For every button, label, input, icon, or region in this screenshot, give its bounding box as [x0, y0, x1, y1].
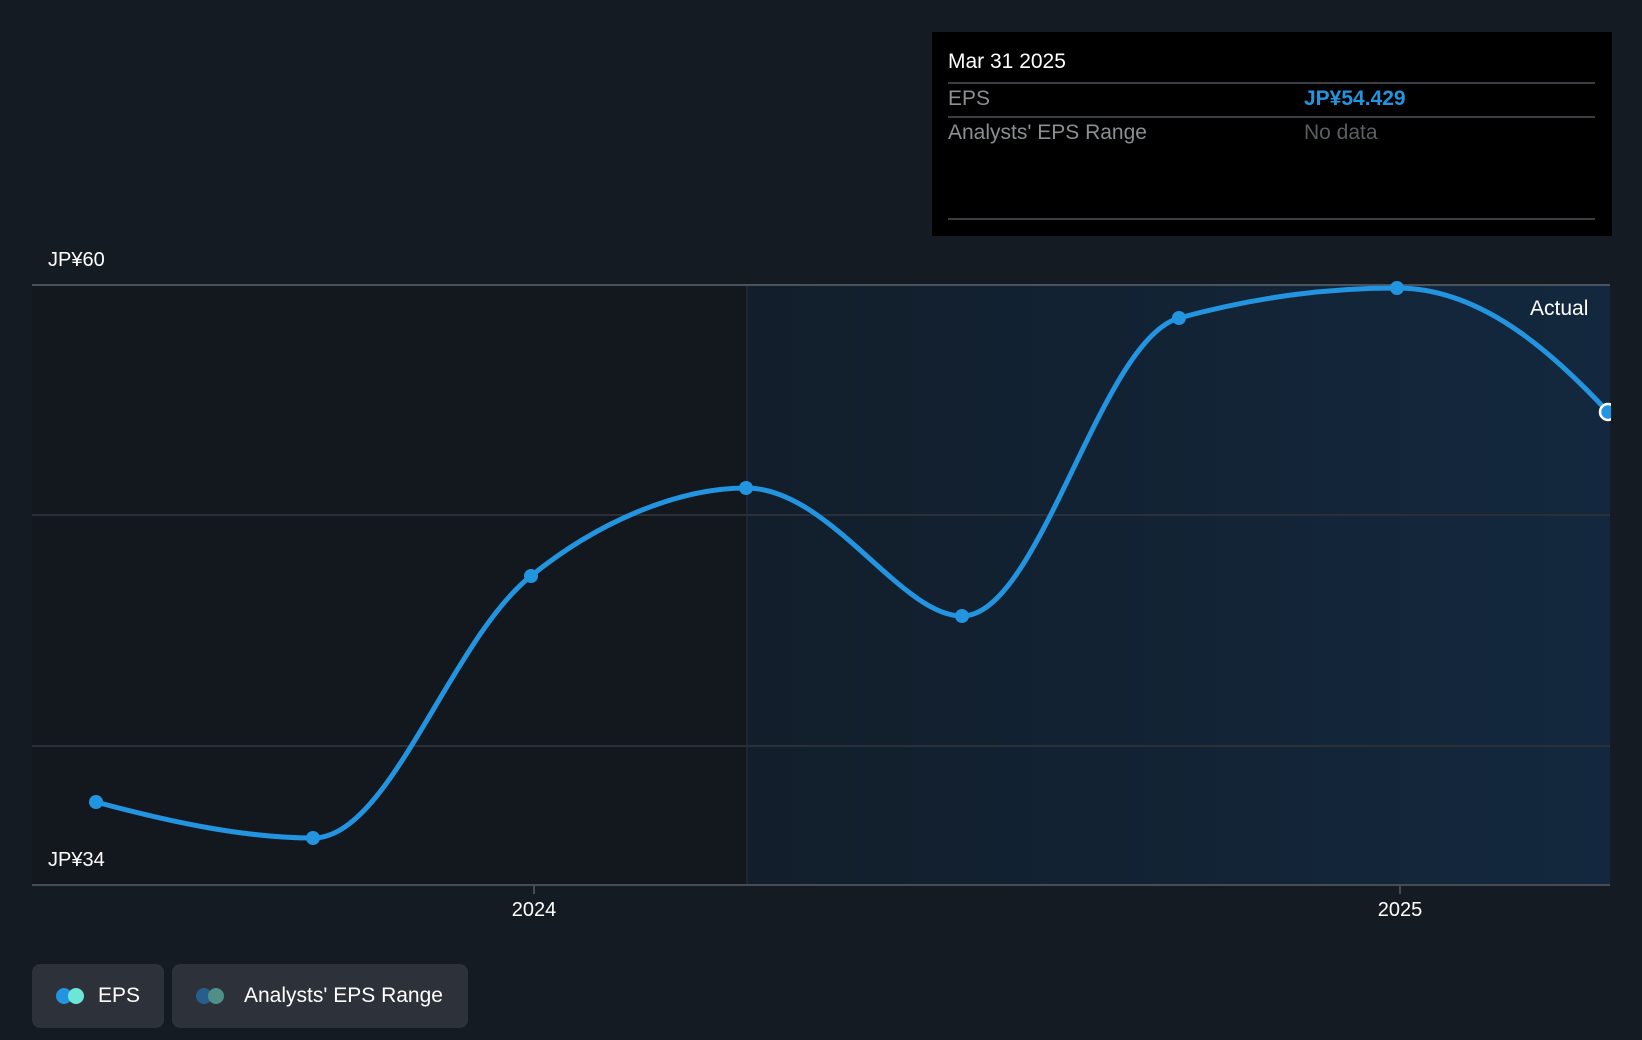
legend-label-analysts-range: Analysts' EPS Range: [244, 984, 443, 1007]
y-axis-top-label: JP¥60: [48, 249, 105, 271]
tooltip-divider: [948, 116, 1595, 118]
eps-point[interactable]: [524, 569, 538, 583]
legend-item-eps[interactable]: EPS: [32, 964, 164, 1028]
eps-point[interactable]: [955, 609, 969, 623]
eps-point[interactable]: [1390, 281, 1404, 295]
eps-point[interactable]: [89, 795, 103, 809]
y-axis-bottom-label: JP¥34: [48, 849, 105, 871]
tooltip-range-label: Analysts' EPS Range: [948, 121, 1147, 144]
eps-legend-icon: [56, 988, 84, 1004]
eps-line: [93, 285, 1611, 841]
legend-item-analysts-range[interactable]: Analysts' EPS Range: [172, 964, 468, 1028]
tooltip-divider: [948, 218, 1595, 220]
tooltip-divider: [948, 82, 1595, 84]
actual-region: [747, 285, 1610, 885]
past-region: [32, 285, 747, 885]
tooltip-eps-value: JP¥54.429: [1304, 87, 1406, 110]
plot-edge-mask: [1611, 280, 1642, 890]
x-axis-label-2025: 2025: [1377, 899, 1423, 921]
tooltip-range-value: No data: [1304, 121, 1378, 144]
actual-region-label: Actual: [1530, 297, 1589, 320]
analysts-range-legend-icon: [196, 988, 226, 1004]
x-axis-label-2024: 2024: [511, 899, 557, 921]
eps-point[interactable]: [306, 831, 320, 845]
tooltip-eps-label: EPS: [948, 87, 991, 110]
eps-point[interactable]: [1172, 311, 1186, 325]
tooltip: Mar 31 2025 EPS JP¥54.429 Analysts' EPS …: [932, 32, 1612, 236]
eps-point[interactable]: [739, 481, 753, 495]
legend: EPS Analysts' EPS Range: [32, 964, 468, 1028]
tooltip-date: Mar 31 2025: [948, 50, 1066, 73]
legend-label-eps: EPS: [97, 984, 140, 1007]
